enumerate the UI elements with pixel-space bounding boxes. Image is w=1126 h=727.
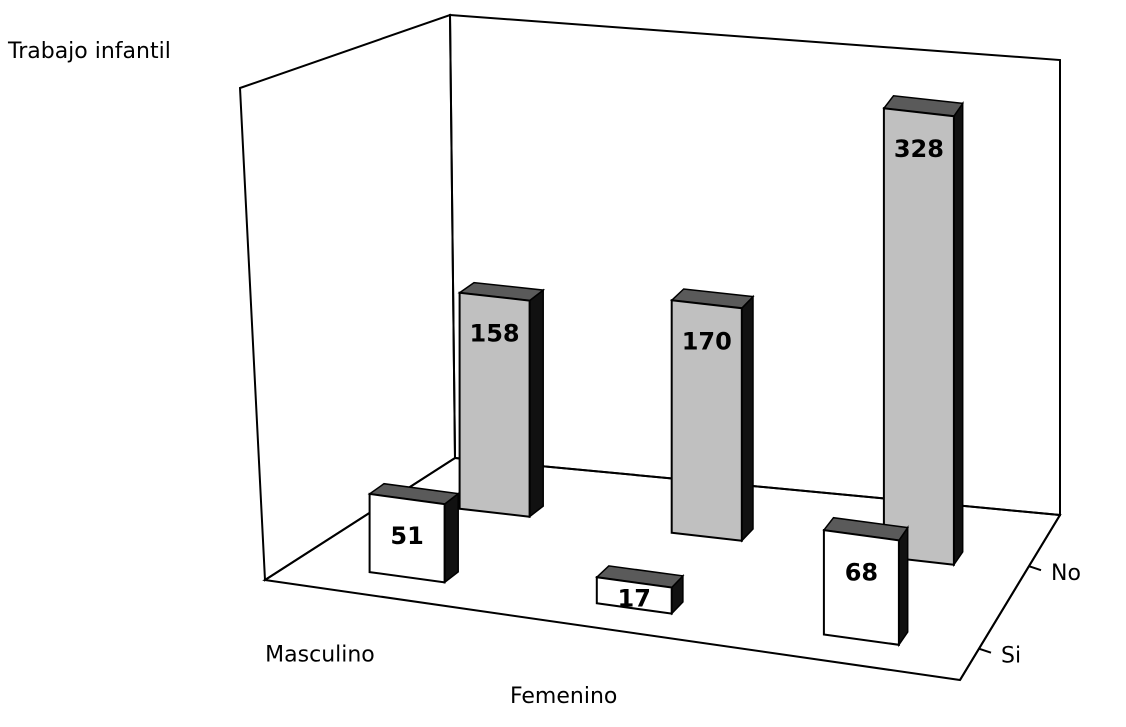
x-tick-label: Total xyxy=(781,725,833,727)
data-label: 17 xyxy=(618,584,651,612)
bar-side xyxy=(953,100,964,568)
bar-side xyxy=(898,525,909,648)
data-label: 68 xyxy=(845,558,878,586)
data-label: 328 xyxy=(894,135,944,163)
bar-side xyxy=(741,294,754,543)
x-tick-label: Masculino xyxy=(265,643,375,668)
depth-tick xyxy=(1028,565,1042,572)
chart-title: Trabajo infantil xyxy=(7,39,171,64)
bar xyxy=(458,291,531,518)
bar-side xyxy=(443,492,459,584)
x-tick-label: Femenino xyxy=(510,684,617,709)
data-label: 51 xyxy=(390,522,423,550)
bar xyxy=(670,299,743,542)
bar xyxy=(595,576,673,615)
data-label: 158 xyxy=(470,320,520,348)
bar xyxy=(368,492,446,584)
bar xyxy=(882,107,955,566)
bar xyxy=(822,528,900,646)
depth-tick xyxy=(978,647,992,654)
bar-side xyxy=(528,288,544,519)
data-label: 170 xyxy=(682,327,732,355)
depth-axis xyxy=(959,514,1061,681)
legend-label: Si xyxy=(1001,644,1021,669)
legend-label: No xyxy=(1051,561,1081,586)
